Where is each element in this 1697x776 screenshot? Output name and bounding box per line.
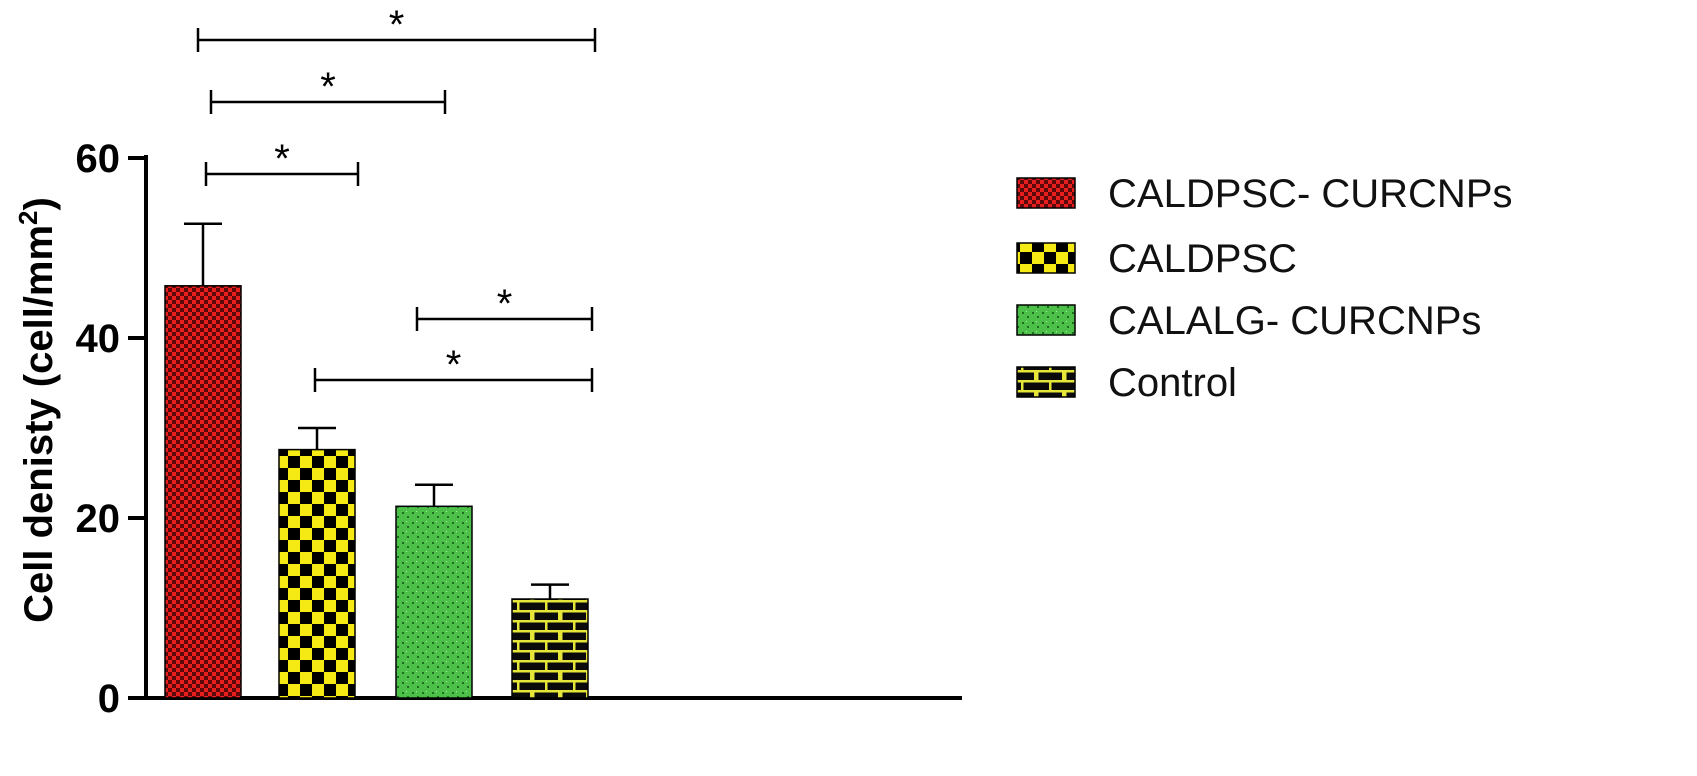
bar-4 xyxy=(511,598,589,699)
y-axis-label: Cell denisty (cell/mm2) xyxy=(13,197,61,623)
y-axis-label-suffix: ) xyxy=(17,197,61,210)
legend-label-3: CALALG- CURCNPs xyxy=(1108,299,1481,343)
bar-1 xyxy=(164,285,242,699)
legend-label-2: CALDPSC xyxy=(1108,237,1297,281)
legend-swatch-3 xyxy=(1016,304,1076,336)
legend: CALDPSC- CURCNPs CALDPSC CALALG- CURCNPs Co… xyxy=(1016,172,1513,405)
legend-swatch-2 xyxy=(1016,242,1076,274)
sig-star: * xyxy=(497,282,513,326)
significance-brackets: * * * * * xyxy=(196,3,597,392)
sig-star: * xyxy=(389,3,405,47)
bar-3 xyxy=(395,505,473,699)
y-ticks: 0 20 40 60 xyxy=(76,137,146,721)
y-axis-label-main: Cell denisty (cell/mm xyxy=(17,225,61,623)
sig-star: * xyxy=(320,65,336,109)
sig-star: * xyxy=(446,343,462,387)
bars xyxy=(164,285,589,699)
legend-label-4: Control xyxy=(1108,361,1237,405)
legend-swatch-4 xyxy=(1016,366,1076,398)
bar-2 xyxy=(278,448,356,699)
sig-star: * xyxy=(274,137,290,181)
legend-label-1: CALDPSC- CURCNPs xyxy=(1108,172,1513,216)
error-bars xyxy=(184,222,569,599)
y-axis-label-superscript: 2 xyxy=(13,210,43,224)
legend-swatch-1 xyxy=(1016,177,1076,209)
y-tick-label: 60 xyxy=(76,137,121,181)
y-tick-label: 20 xyxy=(76,497,121,541)
y-tick-label: 40 xyxy=(76,317,121,361)
y-tick-label: 0 xyxy=(98,677,120,721)
